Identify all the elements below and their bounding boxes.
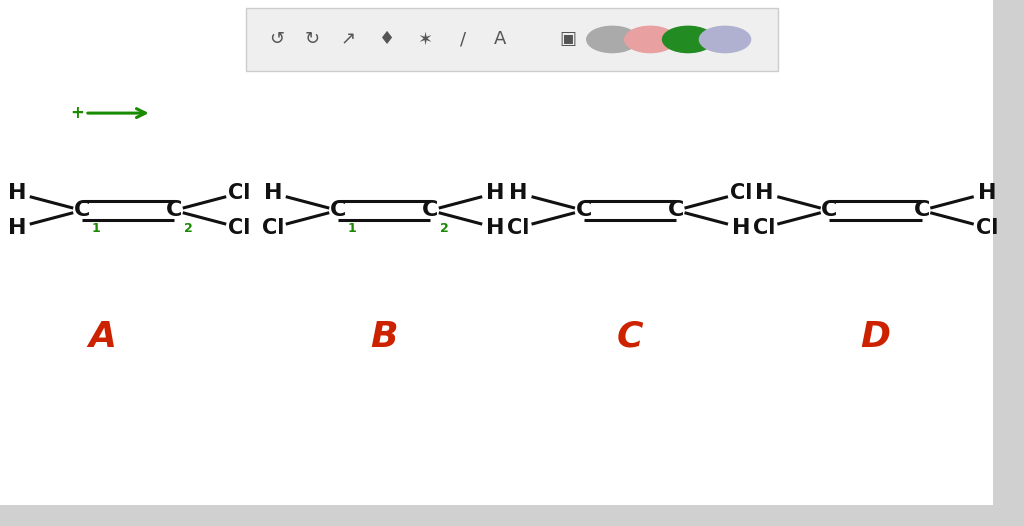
Circle shape — [699, 26, 751, 53]
Text: ▣: ▣ — [560, 31, 577, 48]
Text: D: D — [860, 320, 891, 353]
Text: ↗: ↗ — [341, 31, 355, 48]
Text: C: C — [74, 200, 90, 220]
Text: H: H — [978, 183, 996, 203]
Text: ↻: ↻ — [305, 31, 319, 48]
Bar — [0, 505, 1024, 526]
Text: C: C — [575, 200, 592, 220]
Text: C: C — [330, 200, 346, 220]
Text: Cl: Cl — [261, 218, 284, 238]
Text: ♦: ♦ — [379, 31, 395, 48]
Text: ↺: ↺ — [269, 31, 284, 48]
Text: Cl: Cl — [730, 183, 753, 203]
Text: H: H — [755, 183, 773, 203]
Text: Cl: Cl — [753, 218, 775, 238]
Text: H: H — [7, 183, 26, 203]
Text: 2: 2 — [184, 222, 193, 235]
Text: /: / — [460, 31, 466, 48]
Text: B: B — [371, 320, 397, 353]
Text: C: C — [616, 320, 643, 353]
Text: Cl: Cl — [507, 218, 529, 238]
Text: C: C — [821, 200, 838, 220]
Circle shape — [625, 26, 676, 53]
Text: H: H — [509, 183, 527, 203]
Text: C: C — [166, 200, 182, 220]
Text: H: H — [732, 218, 751, 238]
Text: Cl: Cl — [228, 183, 251, 203]
Text: 2: 2 — [440, 222, 449, 235]
Text: A: A — [88, 320, 117, 353]
Bar — [246, 8, 778, 71]
Text: C: C — [913, 200, 930, 220]
Bar — [993, 0, 1024, 526]
Text: C: C — [422, 200, 438, 220]
Text: H: H — [486, 183, 505, 203]
Text: 1: 1 — [348, 222, 356, 235]
Circle shape — [587, 26, 638, 53]
Text: C: C — [668, 200, 684, 220]
Circle shape — [663, 26, 714, 53]
Text: 1: 1 — [92, 222, 100, 235]
Text: A: A — [494, 31, 506, 48]
Text: H: H — [263, 183, 282, 203]
Text: ✶: ✶ — [418, 31, 432, 48]
Text: H: H — [486, 218, 505, 238]
Text: Cl: Cl — [228, 218, 251, 238]
Text: H: H — [7, 218, 26, 238]
Text: Cl: Cl — [976, 218, 998, 238]
Text: +: + — [70, 104, 84, 122]
